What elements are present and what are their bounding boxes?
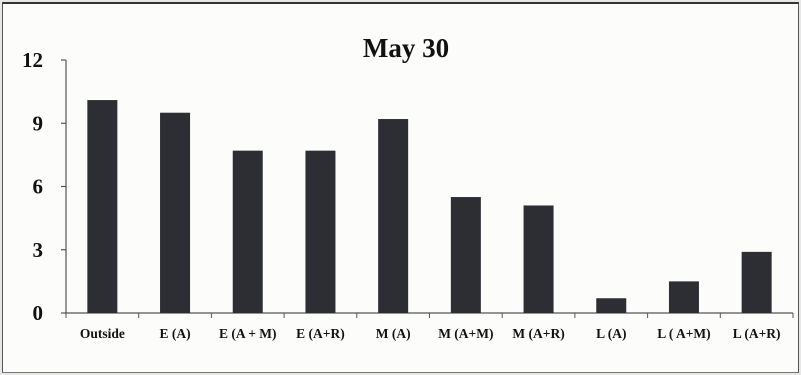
x-category-label: L (A+R) — [733, 326, 781, 341]
x-category-label: E (A) — [159, 326, 190, 341]
x-category-label: L ( A+M) — [657, 326, 710, 341]
y-tick-label: 6 — [33, 175, 44, 199]
bar — [523, 205, 554, 313]
bar — [596, 298, 627, 313]
x-category-label: E (A + M) — [219, 326, 277, 341]
chart-title: May 30 — [363, 33, 449, 63]
x-category-labels: Outside E (A) E (A + M) E (A+R) M (A) M (A+M)… — [80, 326, 781, 341]
y-tick-label: 12 — [22, 48, 43, 72]
bar — [450, 197, 481, 313]
y-tick-labels: 0 3 6 9 12 — [22, 48, 66, 325]
x-category-label: Outside — [80, 326, 125, 341]
x-category-label: M (A) — [376, 326, 411, 341]
chart-bars — [87, 100, 772, 314]
x-category-label: M (A+R) — [512, 326, 564, 341]
bar — [232, 150, 263, 313]
bar — [87, 100, 118, 313]
bar — [305, 150, 336, 313]
y-tick-label: 0 — [33, 301, 44, 325]
x-category-label: M (A+M) — [438, 326, 493, 341]
bar-chart: May 30 0 3 6 9 12 Outside E (A) E (A + M) E (A+… — [22, 33, 794, 341]
x-category-label: E (A+R) — [296, 326, 345, 341]
y-tick-label: 9 — [33, 111, 44, 135]
x-category-label: L (A) — [596, 326, 626, 341]
bar — [160, 112, 191, 313]
bar — [378, 119, 409, 314]
bar — [668, 281, 699, 313]
y-tick-label: 3 — [33, 238, 44, 262]
bar — [741, 251, 772, 313]
